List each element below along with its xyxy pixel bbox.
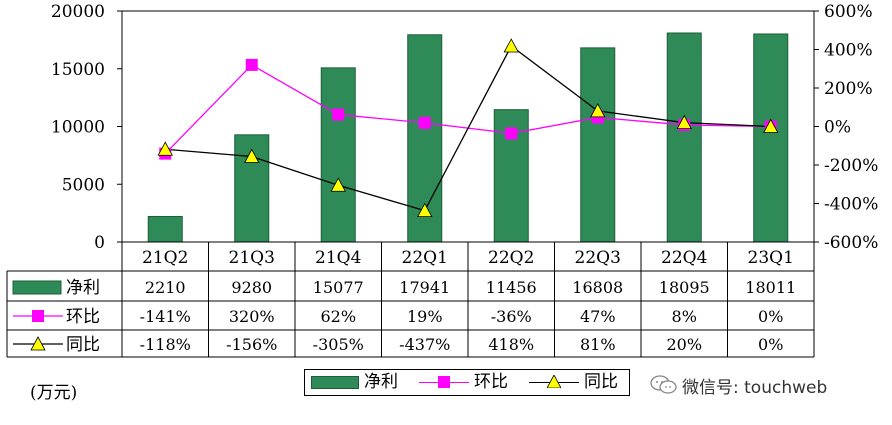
table-cell: -118% — [140, 335, 191, 354]
row-key-qoq-marker-icon — [32, 310, 44, 322]
marker-yoy — [503, 38, 519, 53]
table-cell: -141% — [140, 307, 191, 326]
category-label: 21Q2 — [142, 248, 188, 268]
marker-yoy — [244, 148, 260, 163]
y-left-tick-label: 20000 — [51, 2, 105, 22]
table-cell: 18095 — [659, 278, 710, 297]
data-table: 21Q2 21Q3 21Q4 22Q1 22Q2 22Q3 22Q4 23Q1 净利 2210 92… — [6, 242, 815, 358]
row-label: 净利 — [66, 278, 100, 298]
y-right-tick-label: 400% — [824, 41, 873, 61]
y-left-tick-label: 15000 — [51, 60, 105, 80]
wechat-icon — [650, 375, 677, 394]
marker-qoq — [505, 127, 518, 140]
table-cell: 18011 — [745, 278, 796, 297]
marker-qoq — [418, 116, 431, 129]
marker-yoy — [330, 177, 346, 192]
y-right-tick-label: 200% — [824, 79, 873, 99]
table-cell: 2210 — [145, 278, 186, 297]
marker-yoy — [157, 141, 173, 156]
marker-yoy — [417, 202, 433, 218]
legend-item-net-profit: 净利 — [311, 370, 411, 395]
y-right-tick-label: 600% — [824, 2, 873, 22]
table-cell: 0% — [758, 335, 783, 354]
bar-net-profit — [147, 215, 183, 243]
legend-item-yoy: 同比 — [529, 370, 629, 395]
marker-qoq — [245, 58, 258, 71]
table-cell: 16808 — [572, 278, 623, 297]
table-cell: 8% — [672, 307, 697, 326]
table-cell: 62% — [320, 307, 356, 326]
category-label: 21Q3 — [229, 248, 275, 268]
table-cell: 81% — [580, 335, 616, 354]
bar-net-profit — [666, 32, 702, 243]
y-right-tick-label: -400% — [824, 195, 878, 215]
plot-area — [147, 32, 789, 243]
bar-net-profit — [753, 33, 789, 243]
table-cell: 20% — [666, 335, 702, 354]
axes: 0 5000 10000 15000 20000 -600% -400% -200% 0% 200… — [51, 2, 878, 253]
legend-qoq-marker-icon — [438, 376, 450, 388]
category-label: 21Q4 — [315, 248, 361, 268]
legend-label-net-profit: 净利 — [364, 372, 398, 392]
category-label: 22Q3 — [575, 248, 621, 268]
legend-label-qoq: 环比 — [474, 372, 508, 392]
category-label: 22Q4 — [661, 248, 707, 268]
table-cell: 320% — [229, 307, 275, 326]
legend-label-yoy: 同比 — [584, 372, 618, 392]
bar-net-profit — [580, 47, 616, 243]
table-cell: -437% — [399, 335, 450, 354]
row-key-bar-swatch — [12, 280, 62, 295]
table-cell: 47% — [580, 307, 616, 326]
legend-bar-swatch — [311, 376, 359, 389]
table-cell: -305% — [313, 335, 364, 354]
plot-border — [121, 10, 815, 243]
category-label: 22Q2 — [488, 248, 534, 268]
row-label: 环比 — [66, 307, 100, 327]
row-key-yoy-marker-icon — [30, 336, 46, 351]
table-cell: 11456 — [486, 278, 537, 297]
table-cell: -36% — [491, 307, 532, 326]
table-cell: -156% — [226, 335, 277, 354]
category-label: 23Q1 — [748, 248, 794, 268]
y-left-tick-label: 5000 — [62, 175, 105, 195]
table-cell: 15077 — [313, 278, 364, 297]
legend-item-qoq: 环比 — [419, 370, 519, 395]
y-right-tick-label: 0% — [824, 118, 851, 138]
watermark-text: 微信号: touchweb — [682, 378, 828, 398]
y-left-tick-label: 0 — [94, 233, 105, 253]
y-right-tick-label: -200% — [824, 156, 878, 176]
table-cell: 17941 — [399, 278, 450, 297]
marker-qoq — [332, 108, 345, 121]
legend-yoy-marker-icon — [547, 375, 561, 388]
table-cell: 19% — [407, 307, 443, 326]
line-yoy — [165, 45, 771, 212]
y-right-tick-label: -600% — [824, 233, 878, 253]
table-cell: 418% — [488, 335, 534, 354]
legend-box: 净利 环比 同比 — [304, 369, 630, 396]
table-cell: 9280 — [231, 278, 272, 297]
marker-yoy — [590, 103, 606, 118]
unit-label: (万元) — [30, 383, 78, 403]
bar-net-profit — [320, 67, 356, 243]
y-left-tick-label: 10000 — [51, 118, 105, 138]
marker-yoy — [763, 118, 779, 133]
table-cell: 0% — [758, 307, 783, 326]
row-label: 同比 — [66, 335, 100, 355]
marker-yoy — [676, 114, 692, 130]
category-label: 22Q1 — [402, 248, 448, 268]
